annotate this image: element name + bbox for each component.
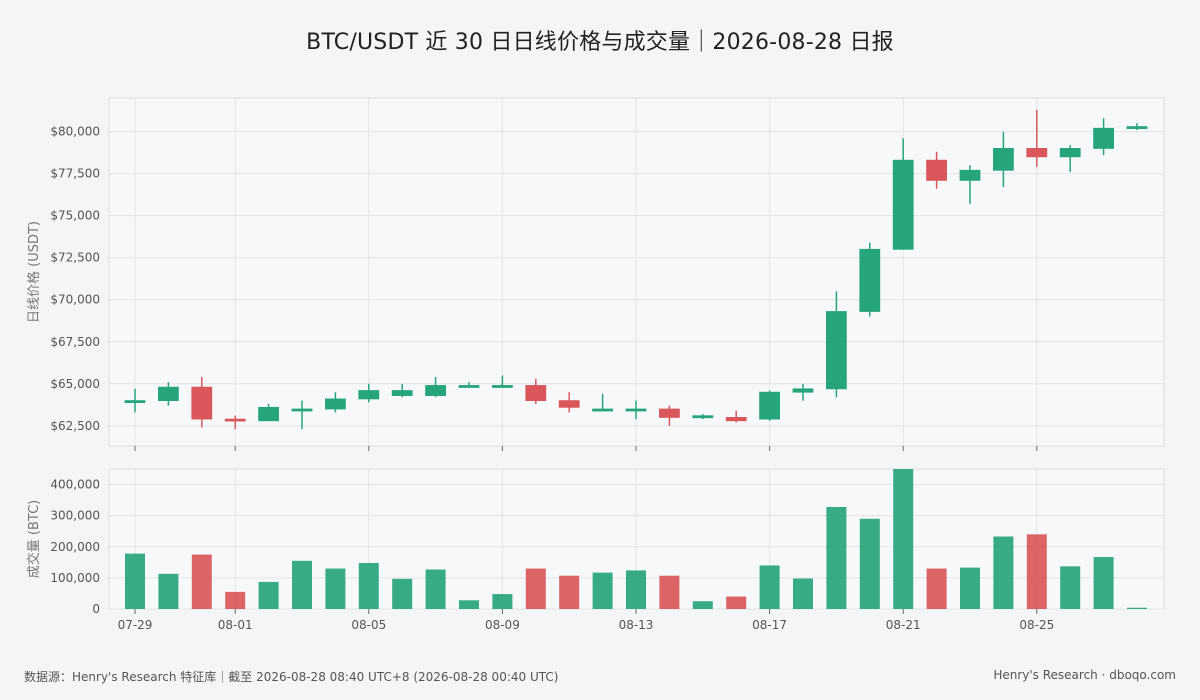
footer-source: 数据源：Henry's Research 特征库｜截至 2026-08-28 0… <box>24 670 559 684</box>
x-tick-label: 08-17 <box>752 618 787 632</box>
candle-body <box>1126 126 1148 129</box>
volume-bar <box>325 568 346 609</box>
volume-tick-label: 0 <box>92 602 100 616</box>
volume-bar <box>759 565 780 609</box>
footer-brand: Henry's Research · dboqo.com <box>993 668 1176 682</box>
price-tick-label: $62,500 <box>50 419 100 433</box>
candle-body <box>124 400 146 404</box>
volume-bar <box>125 553 145 609</box>
volume-bar <box>659 575 680 609</box>
volume-panel: 0 100,000 200,000 300,000 400,000 07-29 08-01 0… <box>26 468 1165 632</box>
candle-body <box>926 159 947 181</box>
volume-bar <box>1127 607 1147 609</box>
x-tick-label: 08-09 <box>485 618 520 632</box>
candle-body <box>425 385 447 396</box>
volume-tick-label: 400,000 <box>50 478 100 492</box>
price-panel: $62,500 $65,000 $67,500 $70,000 $72,500 $75,0… <box>26 97 1165 451</box>
price-tick-label: $75,000 <box>50 209 100 223</box>
volume-bar <box>859 518 880 609</box>
x-tick-label: 08-05 <box>351 618 386 632</box>
volume-bar <box>592 572 613 609</box>
volume-bar <box>1093 557 1114 609</box>
candle-body <box>725 417 747 422</box>
x-tick-label: 08-25 <box>1019 618 1054 632</box>
volume-bar <box>692 601 713 609</box>
x-tick-label: 08-01 <box>218 618 253 632</box>
volume-bar <box>793 578 813 609</box>
candle-body <box>324 398 346 410</box>
volume-tick-label: 300,000 <box>50 509 100 523</box>
candle-body <box>291 408 313 412</box>
candle-body <box>1059 148 1081 158</box>
candle-body <box>191 386 213 420</box>
candle-body <box>892 159 914 250</box>
candle-body <box>458 385 480 388</box>
x-tick-label: 08-21 <box>886 618 921 632</box>
volume-bar <box>559 575 580 609</box>
volume-bar <box>993 536 1014 609</box>
volume-bar <box>191 554 212 609</box>
volume-bar <box>1026 534 1047 609</box>
candle-body <box>859 248 881 312</box>
candle-body <box>792 388 814 393</box>
chart-title: BTC/USDT 近 30 日日线价格与成交量｜2026-08-28 日报 <box>306 30 894 55</box>
candle-body <box>157 386 179 402</box>
candle-body <box>993 148 1014 171</box>
candle-body <box>959 169 981 181</box>
volume-bar <box>158 573 179 609</box>
candle-body <box>692 415 714 419</box>
candle-body <box>391 390 413 396</box>
x-tick-label: 07-29 <box>118 618 153 632</box>
volume-bar <box>292 560 312 609</box>
price-tick-label: $65,000 <box>50 377 100 391</box>
candle-body <box>1026 148 1048 158</box>
volume-bar <box>358 562 379 609</box>
volume-bar <box>1060 566 1081 609</box>
candle-body <box>224 418 246 422</box>
price-tick-label: $80,000 <box>50 125 100 139</box>
volume-bar <box>826 506 847 609</box>
price-tick-label: $67,500 <box>50 335 100 349</box>
price-tick-label: $72,500 <box>50 251 100 265</box>
volume-bar <box>726 596 747 609</box>
price-axis-title: 日线价格 (USDT) <box>26 221 42 323</box>
candle-body <box>258 406 280 422</box>
candle-body <box>558 400 580 408</box>
volume-bar <box>459 600 479 609</box>
volume-bar <box>225 591 246 609</box>
candle-body <box>625 408 647 412</box>
volume-bar <box>492 594 513 609</box>
volume-tick-label: 100,000 <box>50 571 100 585</box>
candle-body <box>491 385 513 388</box>
candle-body <box>826 311 847 390</box>
candle-body <box>759 391 780 420</box>
volume-bar <box>626 570 646 609</box>
volume-bar <box>525 568 546 609</box>
candle-body <box>592 408 613 412</box>
candle-body <box>1093 127 1114 149</box>
volume-bar <box>425 569 446 609</box>
candle-body <box>358 390 380 400</box>
candle-body <box>659 408 680 418</box>
volume-bar <box>893 469 914 609</box>
price-tick-label: $77,500 <box>50 167 100 181</box>
volume-bar <box>258 581 279 609</box>
candle-body <box>525 385 547 402</box>
price-tick-label: $70,000 <box>50 293 100 307</box>
volume-tick-label: 200,000 <box>50 540 100 554</box>
volume-axis-title: 成交量 (BTC) <box>26 500 42 578</box>
volume-bar <box>960 567 980 609</box>
volume-bar <box>392 578 413 609</box>
volume-bar <box>926 568 947 609</box>
x-tick-label: 08-13 <box>619 618 654 632</box>
